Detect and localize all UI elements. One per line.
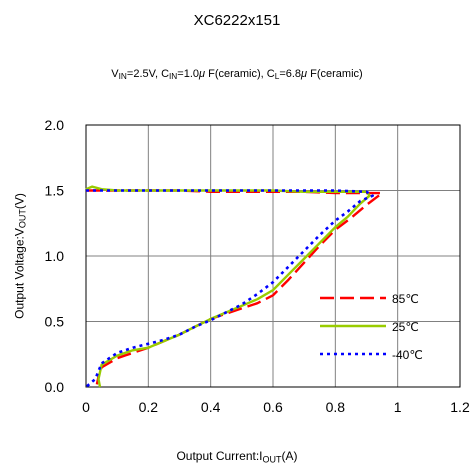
y-tick-label: 1.0 bbox=[45, 248, 65, 264]
vin-value: 2.5V bbox=[133, 68, 155, 80]
axis-ticks: 0 0.2 0.4 0.6 0.8 1 1.2 0.0 0.5 1.0 1.5 2.0 bbox=[45, 117, 470, 415]
x-tick-label: 0 bbox=[82, 399, 90, 415]
series bbox=[85, 185, 384, 388]
series-line bbox=[85, 185, 371, 388]
chart-title: XC6222x151 bbox=[193, 12, 281, 29]
chart-conditions: VIN=2.5V, CIN=1.0μ F(ceramic), CL=6.8μ F… bbox=[111, 68, 363, 82]
legend: 85℃ 25℃ -40℃ bbox=[320, 292, 423, 362]
x-axis-label: Output Current:IOUT(A) bbox=[176, 449, 298, 465]
legend-label: 85℃ bbox=[392, 292, 419, 306]
y-tick-label: 1.5 bbox=[45, 183, 65, 199]
x-tick-label: 0.4 bbox=[201, 399, 221, 415]
cl-type: F(ceramic) bbox=[310, 68, 363, 80]
y-tick-label: 0.5 bbox=[45, 314, 65, 330]
x-tick-label: 0.8 bbox=[326, 399, 346, 415]
grid bbox=[86, 125, 460, 387]
cin-value: 1.0 bbox=[183, 68, 199, 80]
y-tick-label: 2.0 bbox=[45, 117, 65, 133]
cin-type: F(ceramic) bbox=[208, 68, 261, 80]
x-tick-label: 0.2 bbox=[139, 399, 159, 415]
cl-value: 6.8 bbox=[285, 68, 302, 80]
x-tick-label: 1 bbox=[394, 399, 402, 415]
x-tick-label: 0.6 bbox=[263, 399, 283, 415]
legend-label: 25℃ bbox=[392, 320, 419, 334]
x-tick-label: 1.2 bbox=[450, 399, 470, 415]
series-line bbox=[85, 189, 374, 388]
y-tick-label: 0.0 bbox=[45, 379, 65, 395]
plot-area-frame bbox=[85, 124, 461, 388]
legend-label: -40℃ bbox=[392, 348, 423, 362]
